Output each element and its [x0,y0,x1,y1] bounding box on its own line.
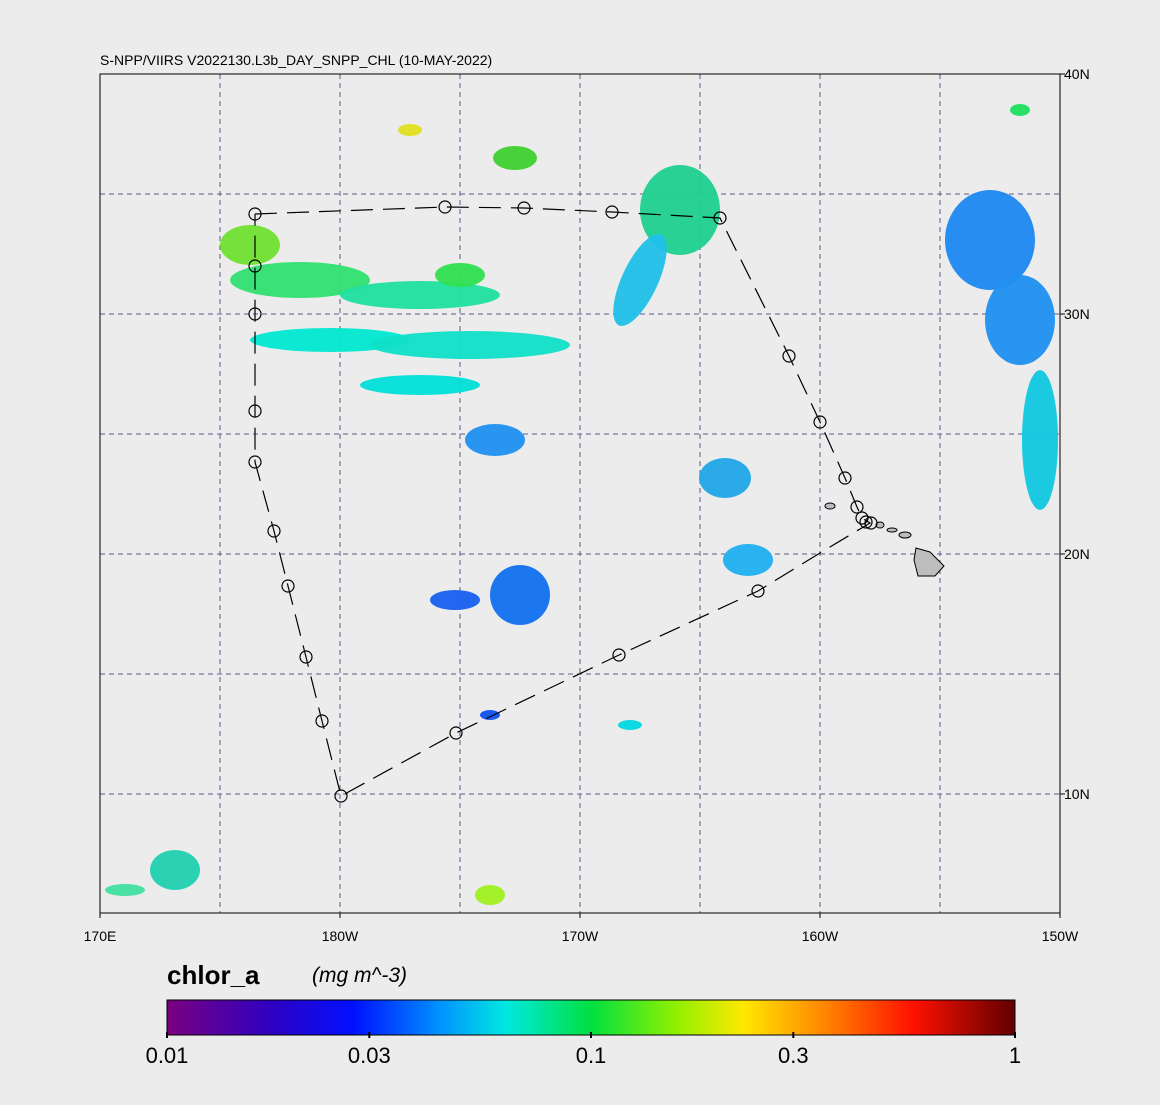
hawaii-islands [824,502,945,577]
colorbar-label: chlor_a [167,960,260,990]
x-tick-label: 180W [322,928,359,944]
track [248,200,878,803]
colorbar-ticks: 0.01 0.03 0.1 0.3 1 [146,1032,1021,1068]
colorbar-tick-label: 1 [1009,1043,1021,1068]
x-tick-label: 170W [562,928,599,944]
y-tick-label: 10N [1064,786,1090,802]
colorbar-units: (mg m^-3) [312,964,407,987]
y-tick-label: 20N [1064,546,1090,562]
x-tick-label: 150W [1042,928,1079,944]
colorbar-tick-label: 0.03 [348,1043,391,1068]
colorbar-tick-label: 0.3 [778,1043,809,1068]
y-tick-label: 40N [1064,66,1090,82]
colorbar-tick-label: 0.1 [576,1043,607,1068]
chlorophyll-patches [105,104,1058,905]
axis-ticks: 170E 180W 170W 160W 150W 40N 30N 20N 10N [84,66,1090,944]
colorbar [166,999,1016,1036]
map-title: S-NPP/VIIRS V2022130.L3b_DAY_SNPP_CHL (1… [100,52,492,68]
x-tick-label: 170E [84,928,117,944]
colorbar-tick-label: 0.01 [146,1043,189,1068]
y-tick-label: 30N [1064,306,1090,322]
x-tick-label: 160W [802,928,839,944]
